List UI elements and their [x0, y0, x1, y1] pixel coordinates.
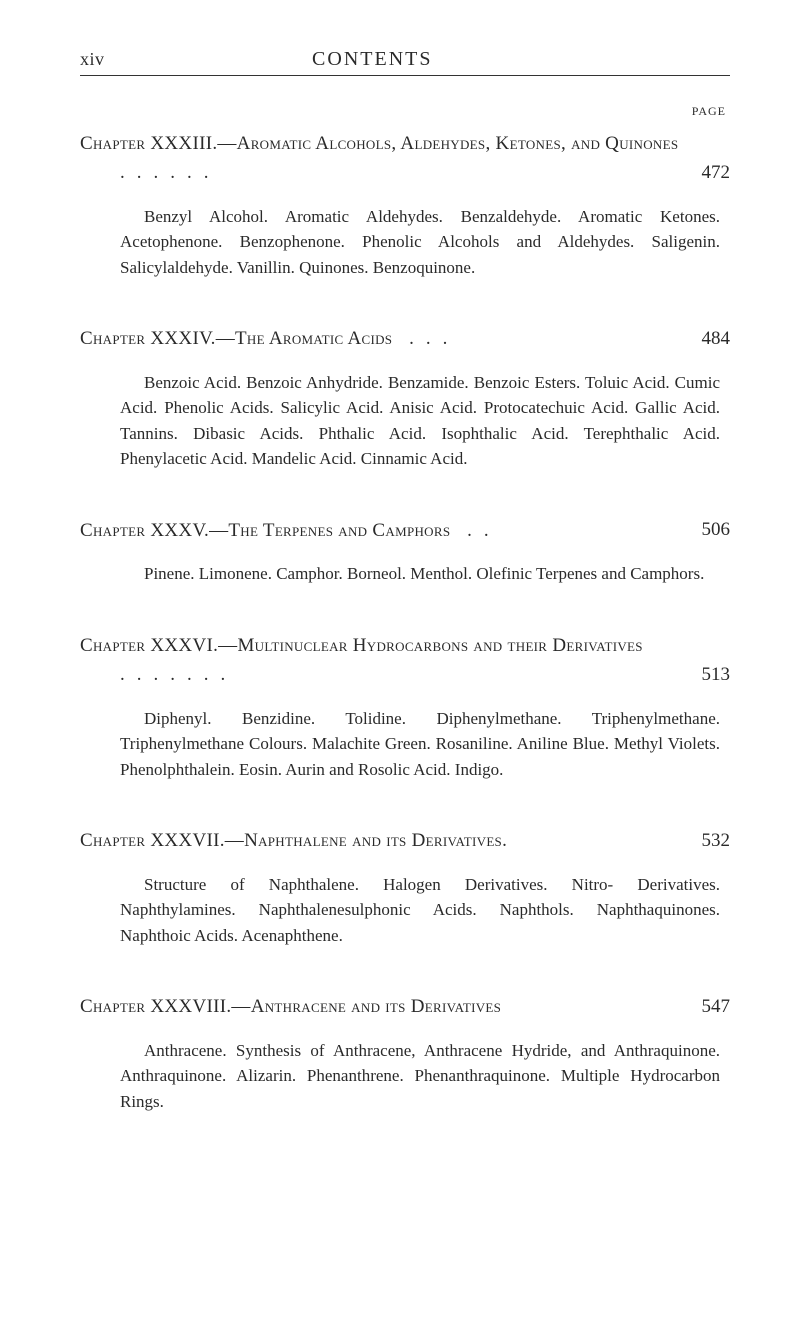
chapter-block: Chapter XXXVI.—Multinuclear Hydrocarbons…: [80, 631, 730, 782]
chapter-page-number: 484: [702, 328, 731, 350]
chapter-page-number: 532: [702, 830, 731, 852]
chapter-heading: Chapter XXXVI.—Multinuclear Hydrocarbons…: [80, 631, 730, 690]
chapter-body: Diphenyl. Benzidine. Tolidine. Diphenylm…: [80, 706, 730, 783]
chapter-page-number: 547: [702, 996, 731, 1018]
chapter-block: Chapter XXXVIII.—Anthracene and its Deri…: [80, 992, 730, 1114]
chapter-block: Chapter XXXVII.—Naphthalene and its Deri…: [80, 826, 730, 948]
chapter-heading: Chapter XXXIII.—Aromatic Alcohols, Aldeh…: [80, 129, 730, 188]
chapter-body: Benzyl Alcohol. Aromatic Aldehydes. Benz…: [80, 204, 730, 281]
chapter-body: Pinene. Limonene. Camphor. Borneol. Ment…: [80, 561, 730, 587]
chapter-block: Chapter XXXIII.—Aromatic Alcohols, Aldeh…: [80, 129, 730, 280]
chapter-heading-row: Chapter XXXIV.—The Aromatic Acids ...484: [80, 324, 730, 353]
chapter-heading-text: Chapter XXXVIII.—Anthracene and its Deri…: [80, 996, 501, 1017]
chapter-heading-text: Chapter XXXV.—The Terpenes and Camphors: [80, 520, 450, 541]
leader-dots: ..: [450, 520, 500, 541]
chapter-heading: Chapter XXXIV.—The Aromatic Acids ...: [80, 324, 730, 353]
roman-numeral: xiv: [80, 49, 105, 70]
chapter-heading: Chapter XXXVIII.—Anthracene and its Deri…: [80, 992, 730, 1021]
chapter-heading-text: Chapter XXXIV.—The Aromatic Acids: [80, 328, 392, 349]
chapter-body: Structure of Naphthalene. Halogen Deriva…: [80, 872, 730, 949]
chapter-heading: Chapter XXXV.—The Terpenes and Camphors …: [80, 516, 730, 545]
chapter-heading: Chapter XXXVII.—Naphthalene and its Deri…: [80, 826, 730, 855]
chapter-page-number: 472: [702, 162, 731, 184]
chapter-heading-text: Chapter XXXVI.—Multinuclear Hydrocarbons…: [80, 635, 643, 656]
chapter-body: Anthracene. Synthesis of Anthracene, Ant…: [80, 1038, 730, 1115]
header-rule: [80, 75, 730, 76]
chapter-heading-row: Chapter XXXIII.—Aromatic Alcohols, Aldeh…: [80, 129, 730, 188]
leader-dots: .......: [120, 664, 237, 685]
chapter-heading-row: Chapter XXXVI.—Multinuclear Hydrocarbons…: [80, 631, 730, 690]
contents-title: CONTENTS: [312, 48, 432, 71]
chapter-block: Chapter XXXIV.—The Aromatic Acids ...484…: [80, 324, 730, 471]
chapter-block: Chapter XXXV.—The Terpenes and Camphors …: [80, 516, 730, 587]
chapter-heading-row: Chapter XXXV.—The Terpenes and Camphors …: [80, 516, 730, 545]
chapter-heading-row: Chapter XXXVIII.—Anthracene and its Deri…: [80, 992, 730, 1021]
chapter-page-number: 513: [702, 664, 731, 686]
leader-dots: ...: [392, 328, 459, 349]
leader-dots: ......: [120, 162, 221, 183]
chapter-heading-text: Chapter XXXIII.—Aromatic Alcohols, Aldeh…: [80, 133, 678, 154]
chapter-heading-row: Chapter XXXVII.—Naphthalene and its Deri…: [80, 826, 730, 855]
page-header: xiv CONTENTS: [80, 48, 730, 71]
chapter-body: Benzoic Acid. Benzoic Anhydride. Benzami…: [80, 370, 730, 472]
chapter-page-number: 506: [702, 519, 731, 541]
page-column-label: PAGE: [80, 104, 730, 119]
chapter-heading-text: Chapter XXXVII.—Naphthalene and its Deri…: [80, 830, 507, 851]
